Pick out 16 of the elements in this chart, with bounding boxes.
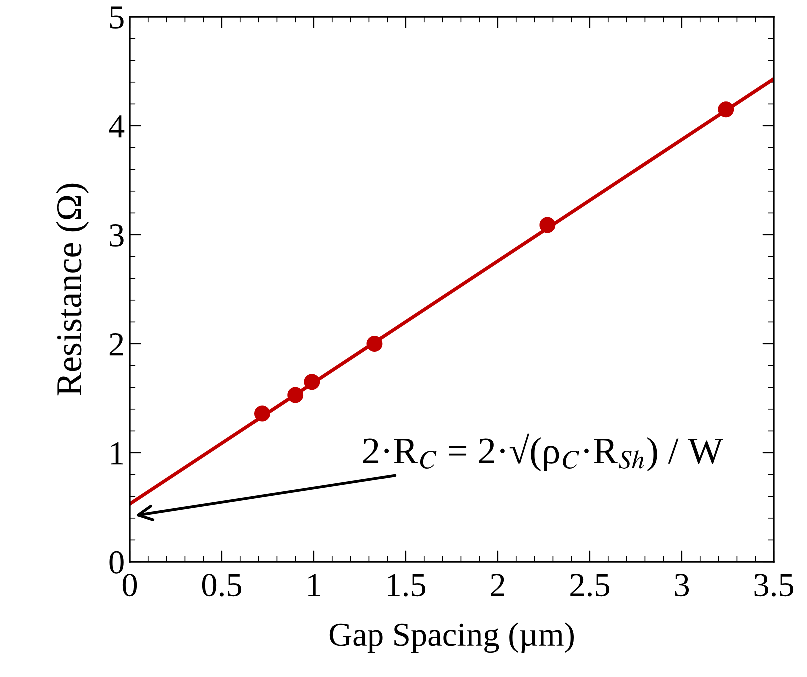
y-tick-label: 1 <box>111 442 124 465</box>
y-tick-label: 3 <box>110 224 124 247</box>
x-tick-label: 3 <box>675 574 690 597</box>
x-tick-label: 2 <box>491 574 504 596</box>
y-axis-title: Resistance (Ω) <box>56 184 90 396</box>
annotation: 2·R$_{C}$ = 2·√(ρ$_{C}$·R$_{Sh}$) / W <box>363 434 724 472</box>
y-tick-label: 0 <box>110 551 124 574</box>
x-axis-title: Gap Spacing (µm) <box>330 622 574 654</box>
x-tick-label: 0.5 <box>202 574 242 597</box>
x-tick-label: 3.5 <box>754 574 794 597</box>
x-tick-label: 2.5 <box>570 574 610 597</box>
y-tick-label: 4 <box>109 116 125 138</box>
x-tick-label: 1.5 <box>388 574 426 597</box>
y-tick-label: 2 <box>110 333 124 356</box>
y-tick-label: 5 <box>110 6 124 29</box>
x-tick-label: 1 <box>308 574 320 596</box>
